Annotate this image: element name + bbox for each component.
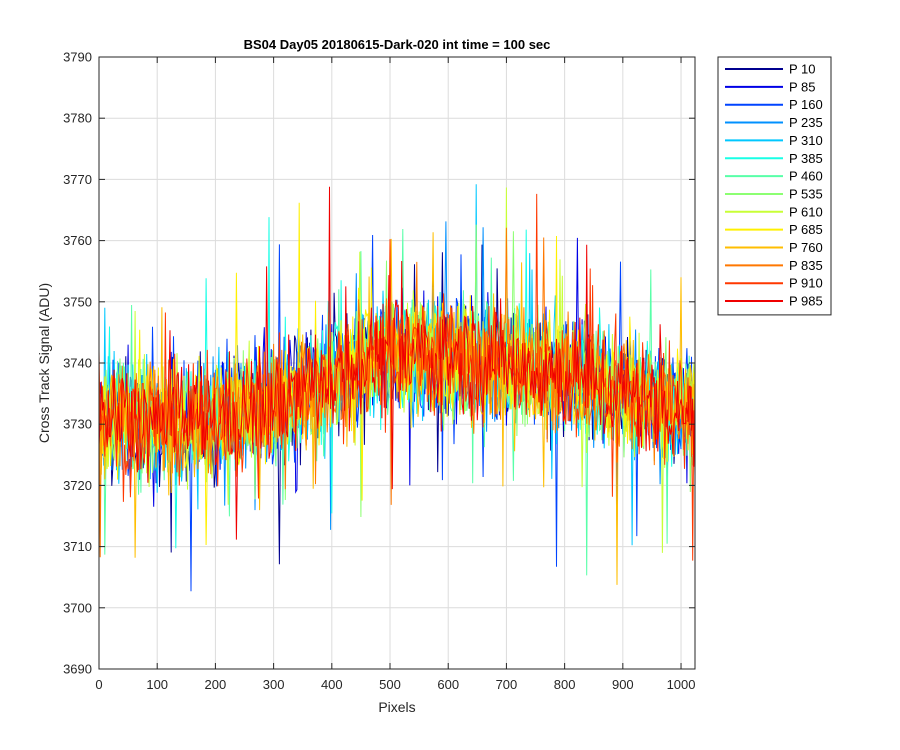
legend-label: P 385 [789, 151, 823, 166]
x-tick-label: 500 [379, 677, 401, 692]
y-tick-label: 3760 [63, 233, 92, 248]
y-axis-title: Cross Track Signal (ADU) [36, 283, 52, 443]
legend-label: P 610 [789, 204, 823, 219]
y-tick-label: 3750 [63, 294, 92, 309]
y-tick-label: 3740 [63, 356, 92, 371]
legend-label: P 235 [789, 115, 823, 130]
y-tick-label: 3700 [63, 600, 92, 615]
y-tick-label: 3780 [63, 111, 92, 126]
x-tick-label: 100 [146, 677, 168, 692]
x-axis-title: Pixels [378, 699, 415, 715]
x-tick-label: 400 [321, 677, 343, 692]
series-lines [99, 184, 695, 592]
series-line-p835 [99, 227, 695, 558]
x-tick-label: 700 [496, 677, 518, 692]
legend-label: P 985 [789, 294, 823, 309]
legend-label: P 685 [789, 222, 823, 237]
chart-title: BS04 Day05 20180615-Dark-020 int time = … [244, 37, 551, 52]
x-tick-label: 800 [554, 677, 576, 692]
x-tick-label: 300 [263, 677, 285, 692]
legend-label: P 460 [789, 169, 823, 184]
legend-box [717, 56, 832, 316]
legend-label: P 85 [789, 79, 816, 94]
legend-label: P 10 [789, 62, 816, 77]
legend-label: P 535 [789, 186, 823, 201]
x-tick-label: 1000 [667, 677, 696, 692]
legend-label: P 160 [789, 97, 823, 112]
series-line-p985 [99, 186, 695, 540]
y-tick-label: 3730 [63, 417, 92, 432]
y-tick-label: 3710 [63, 539, 92, 554]
x-tick-label: 0 [95, 677, 102, 692]
x-tick-label: 600 [437, 677, 459, 692]
y-tick-label: 3720 [63, 478, 92, 493]
legend: P 10 P 85 P 160 P 235 P 310 P 385 P 460 P 535 P … [717, 56, 832, 316]
y-tick-label: 3770 [63, 172, 92, 187]
legend-label: P 835 [789, 258, 823, 273]
x-tick-label: 200 [205, 677, 227, 692]
legend-label: P 760 [789, 240, 823, 255]
y-tick-label: 3790 [63, 50, 92, 65]
axis-ticks: 0 100 200 300 400 500 600 700 800 900 1000 3690 3700… [63, 50, 695, 693]
legend-label: P 910 [789, 276, 823, 291]
y-tick-label: 3690 [63, 662, 92, 677]
x-tick-label: 900 [612, 677, 634, 692]
legend-label: P 310 [789, 133, 823, 148]
